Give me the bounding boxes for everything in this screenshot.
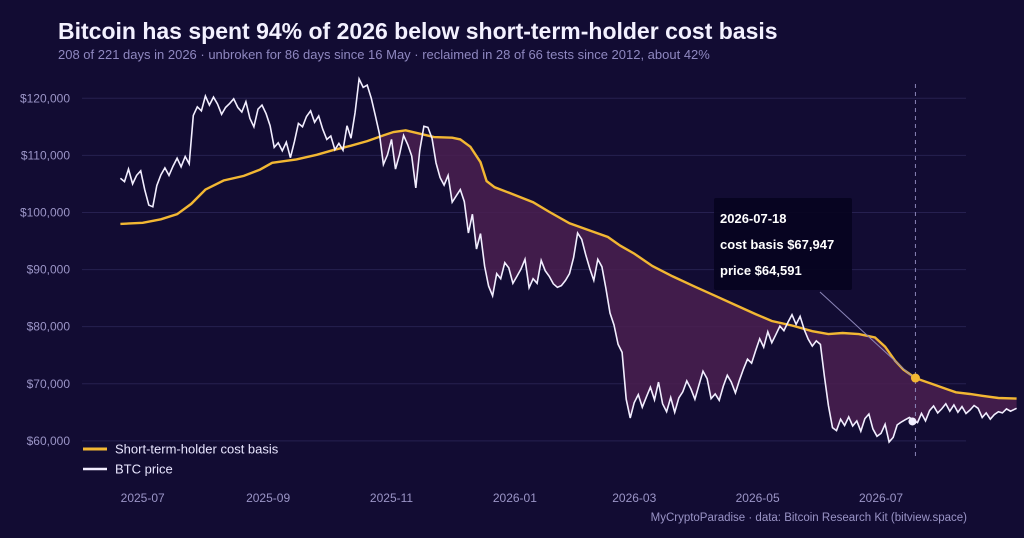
tooltip-pointer-line bbox=[819, 291, 912, 377]
cost-basis-marker-dot bbox=[910, 373, 920, 383]
y-tick-label: $80,000 bbox=[27, 320, 71, 334]
chart-title: Bitcoin has spent 94% of 2026 below shor… bbox=[58, 18, 778, 44]
x-axis-ticks: 2025-07 2025-09 2025-11 2026-01 2026-03 2026-… bbox=[121, 491, 904, 505]
x-tick-label: 2025-11 bbox=[370, 491, 413, 505]
x-tick-label: 2026-05 bbox=[736, 491, 780, 505]
x-tick-label: 2026-01 bbox=[493, 491, 537, 505]
y-tick-label: $100,000 bbox=[20, 205, 70, 219]
y-tick-label: $120,000 bbox=[20, 91, 70, 105]
y-tick-label: $60,000 bbox=[27, 434, 71, 448]
legend: Short-term-holder cost basis BTC price bbox=[83, 442, 279, 477]
tooltip-price: price $64,591 bbox=[720, 263, 802, 278]
y-tick-label: $70,000 bbox=[27, 377, 71, 391]
y-tick-label: $90,000 bbox=[27, 263, 71, 277]
y-axis-ticks: $60,000 $70,000 $80,000 $90,000 $100,000 $110… bbox=[20, 91, 70, 448]
legend-label-cost-basis: Short-term-holder cost basis bbox=[115, 442, 279, 457]
x-tick-label: 2026-03 bbox=[612, 491, 656, 505]
tooltip-box bbox=[714, 198, 852, 290]
source-credit: MyCryptoParadise · data: Bitcoin Researc… bbox=[650, 512, 967, 524]
y-tick-label: $110,000 bbox=[21, 148, 70, 162]
chart-subtitle: 208 of 221 days in 2026 · unbroken for 8… bbox=[58, 47, 710, 62]
cost-basis-series-line bbox=[120, 129, 1017, 400]
price-marker-dot bbox=[908, 417, 917, 426]
tooltip-cost-basis: cost basis $67,947 bbox=[720, 237, 834, 252]
below-cost-basis-area bbox=[120, 130, 1017, 442]
tooltip-date: 2026-07-18 bbox=[720, 211, 787, 226]
x-tick-label: 2025-09 bbox=[246, 491, 290, 505]
legend-label-price: BTC price bbox=[115, 462, 173, 477]
x-tick-label: 2025-07 bbox=[121, 491, 165, 505]
x-tick-label: 2026-07 bbox=[859, 491, 903, 505]
tooltip: 2026-07-18 cost basis $67,947 price $64,… bbox=[714, 198, 852, 290]
price-series-line bbox=[119, 76, 1017, 444]
